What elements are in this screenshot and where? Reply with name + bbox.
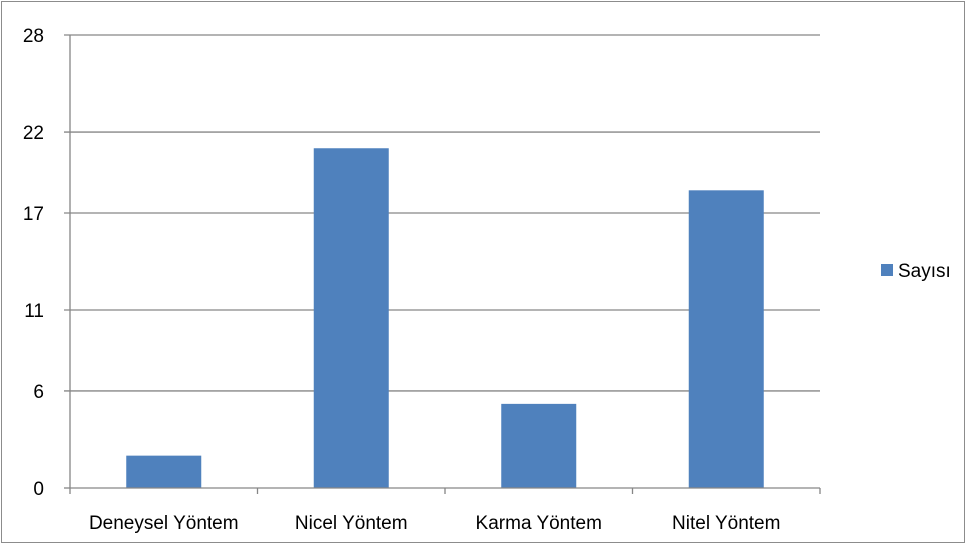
bar — [126, 455, 202, 488]
legend-swatch — [881, 264, 893, 276]
x-tick-labels: Deneysel Yöntem Nicel Yöntem Karma Yöntem N… — [89, 513, 781, 534]
bar — [688, 190, 764, 489]
legend-label: Sayısı — [898, 261, 951, 282]
axes — [64, 35, 821, 494]
y-tick-label: 28 — [23, 26, 44, 47]
y-tick-label: 17 — [23, 204, 44, 225]
y-tick-label: 22 — [23, 123, 44, 144]
x-tick-label: Nicel Yöntem — [295, 513, 408, 534]
x-tick-label: Karma Yöntem — [476, 513, 602, 534]
bars — [126, 148, 764, 489]
bar — [313, 148, 389, 488]
y-tick-label: 0 — [33, 479, 44, 500]
y-tick-label: 6 — [33, 382, 44, 403]
x-tick-label: Nitel Yöntem — [672, 513, 780, 534]
y-tick-label: 11 — [24, 301, 44, 322]
legend: Sayısı — [881, 261, 951, 282]
y-tick-labels: 0 6 11 17 22 28 — [23, 26, 44, 500]
x-tick-label: Deneysel Yöntem — [89, 513, 239, 534]
bar — [501, 403, 577, 488]
